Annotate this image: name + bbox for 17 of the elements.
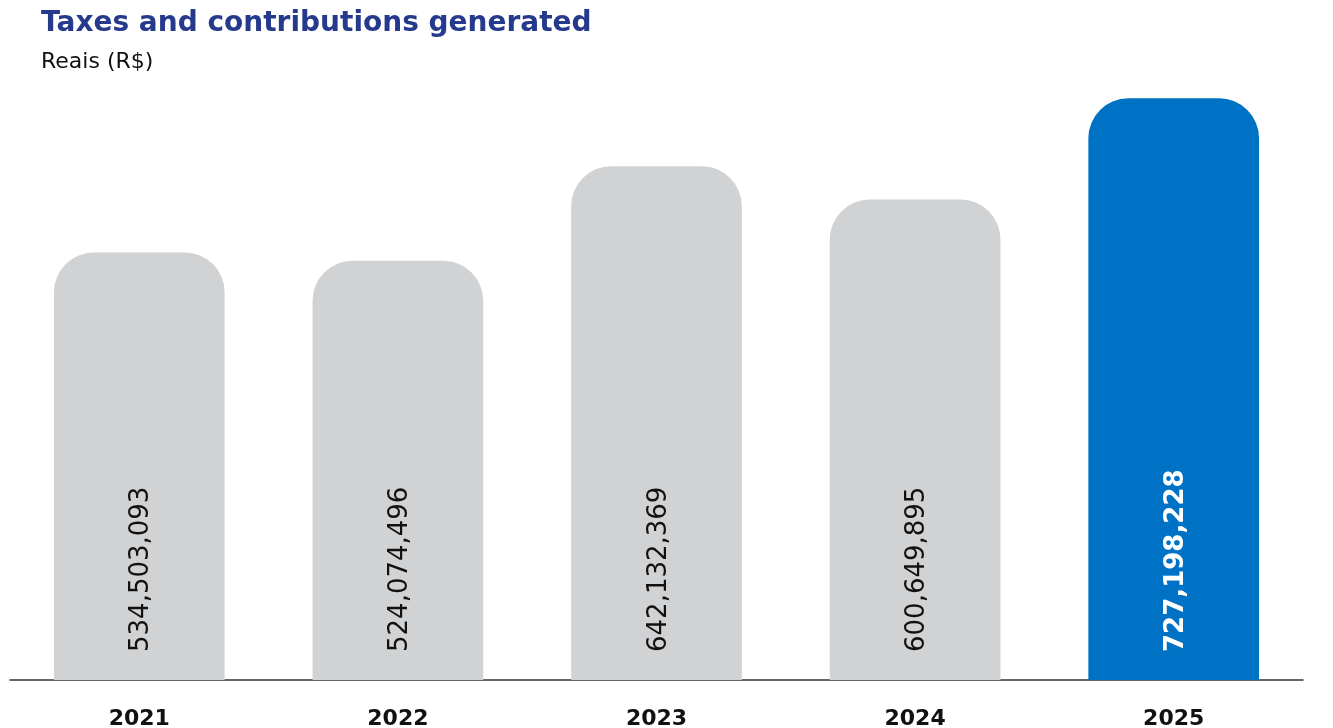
x-tick-label: 2024 bbox=[884, 704, 946, 728]
bar bbox=[53, 252, 225, 680]
data-label: 534,503,093 bbox=[124, 486, 155, 652]
data-label: 524,074,496 bbox=[382, 486, 413, 652]
bar bbox=[312, 260, 484, 680]
chart-subtitle: Reais (R$) bbox=[41, 47, 154, 73]
x-tick-label: 2022 bbox=[367, 704, 429, 728]
x-tick-label: 2023 bbox=[625, 704, 688, 728]
data-label: 727,198,228 bbox=[1158, 469, 1189, 652]
x-tick-label: 2021 bbox=[108, 704, 170, 728]
data-label: 642,132,369 bbox=[641, 486, 672, 652]
bar bbox=[571, 166, 742, 680]
data-label: 600,649,895 bbox=[900, 486, 931, 652]
bar bbox=[829, 199, 1001, 680]
chart-title: Taxes and contributions generated bbox=[41, 4, 592, 38]
x-tick-label: 2025 bbox=[1143, 704, 1205, 728]
bar bbox=[1088, 98, 1260, 680]
